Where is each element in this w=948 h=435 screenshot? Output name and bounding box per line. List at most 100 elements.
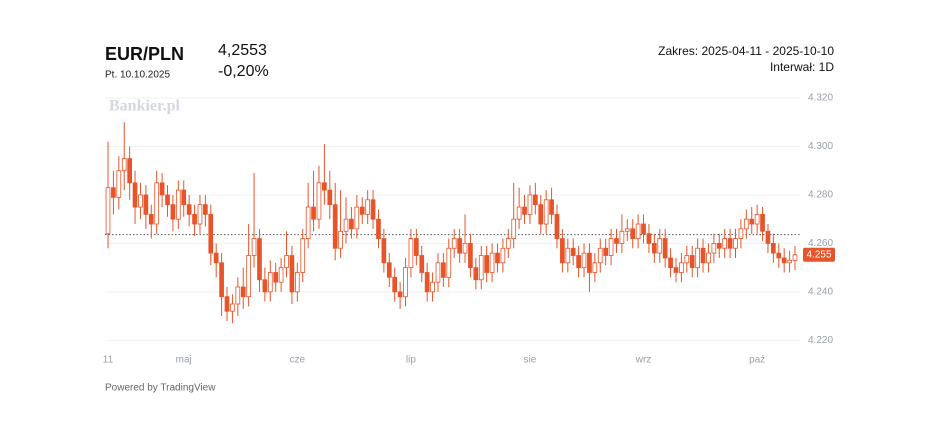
candle-body — [424, 272, 430, 293]
candle-body — [132, 182, 138, 208]
watermark: Bankier.pl — [109, 98, 181, 115]
candle-body — [246, 255, 251, 298]
candle-body — [754, 213, 760, 225]
candle-body — [105, 187, 111, 235]
candle-body — [484, 255, 490, 273]
candle-body — [522, 206, 527, 215]
candle-body — [700, 247, 706, 264]
candle-body — [581, 252, 587, 269]
x-tick-label: lip — [406, 355, 416, 366]
candle-body — [230, 303, 235, 312]
candle-body — [565, 247, 571, 264]
candle-body — [689, 255, 695, 269]
candle-body — [435, 262, 441, 283]
footer: Powered by TradingView — [105, 383, 216, 394]
candle-body — [138, 194, 143, 208]
candle-body — [203, 204, 208, 215]
candle-body — [695, 247, 700, 269]
candle-body — [116, 170, 122, 198]
candle-body — [473, 267, 479, 281]
candle-body — [159, 182, 165, 196]
candle-body — [738, 228, 744, 239]
candle-body — [419, 255, 425, 273]
candle-body — [560, 238, 565, 264]
candle-body — [311, 206, 316, 220]
interval: Interwał: 1D — [770, 60, 834, 74]
candle-body — [733, 238, 738, 249]
candle-body — [235, 286, 241, 305]
candle-body — [386, 262, 392, 278]
price: 4,2553 — [218, 42, 267, 59]
candle-body — [170, 204, 176, 220]
candle-body — [451, 238, 457, 249]
candle-body — [478, 255, 484, 281]
candle-body — [668, 257, 673, 269]
y-tick-label: 4.260 — [808, 238, 833, 249]
y-tick-label: 4.240 — [808, 286, 833, 297]
candle-body — [316, 182, 322, 220]
last-price-box — [803, 247, 835, 262]
candle-body — [457, 238, 462, 254]
candle-body — [743, 218, 749, 230]
candle-body — [365, 199, 371, 215]
candle-body — [495, 252, 500, 264]
candle-body — [641, 223, 646, 235]
candle-body — [706, 252, 711, 264]
x-tick-label: 11 — [103, 355, 114, 366]
candle-body — [662, 238, 668, 259]
x-tick-label: cze — [290, 355, 306, 366]
candle-body — [711, 243, 717, 254]
candle-body — [630, 228, 636, 239]
candle-body — [624, 228, 630, 232]
candle-body — [727, 238, 733, 249]
candle-body — [359, 206, 365, 215]
candle-body — [441, 262, 446, 278]
candle-body — [538, 204, 544, 225]
x-tick-label: wrz — [635, 355, 652, 366]
candle-body — [771, 243, 776, 254]
candle-body — [554, 213, 560, 239]
candle-body — [219, 262, 224, 298]
last-price-label: 4.255 — [806, 249, 831, 260]
candle-body — [597, 247, 603, 264]
candle-body — [289, 255, 295, 293]
candle-body — [619, 230, 625, 244]
candle-body — [121, 158, 127, 172]
candle-body — [300, 238, 306, 273]
candle-body — [262, 279, 268, 293]
candle-body — [787, 259, 792, 264]
candle-body — [749, 218, 755, 225]
candle-body — [511, 218, 517, 239]
candle-body — [154, 182, 160, 225]
candle-body — [408, 238, 414, 269]
candle-body — [614, 238, 619, 244]
candle-body — [175, 189, 181, 220]
y-tick-label: 4.220 — [808, 335, 833, 346]
y-tick-label: 4.280 — [808, 190, 833, 201]
candle-body — [684, 255, 690, 264]
range: Zakres: 2025-04-11 - 2025-10-10 — [658, 44, 834, 58]
candle-body — [527, 194, 533, 215]
candle-body — [543, 199, 549, 225]
candle-body — [370, 199, 376, 220]
candle-body — [332, 204, 338, 249]
candle-body — [376, 218, 381, 239]
candle-body — [143, 194, 149, 215]
candle-body — [576, 255, 581, 269]
candle-body — [213, 252, 219, 264]
candle-body — [208, 213, 214, 254]
candle-body — [403, 267, 408, 298]
candle-body — [257, 238, 262, 281]
candle-body — [430, 281, 435, 293]
candle-body — [570, 247, 576, 256]
candle-body — [781, 257, 787, 264]
x-tick-label: maj — [176, 355, 192, 366]
candle-body — [500, 247, 506, 264]
candle-body — [322, 182, 327, 191]
candle-body — [349, 218, 354, 230]
candle-body — [673, 267, 679, 273]
candle-body — [338, 230, 343, 249]
candle-body — [127, 158, 132, 184]
candle-body — [489, 252, 495, 273]
